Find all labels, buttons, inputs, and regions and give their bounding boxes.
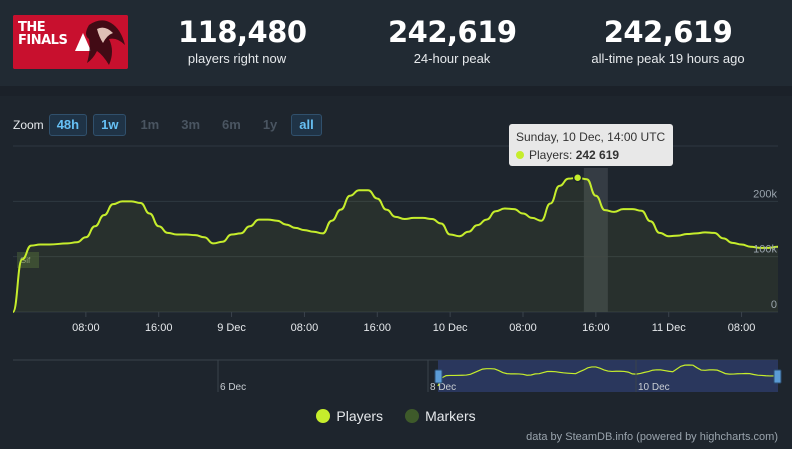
marker-flag-text: Gif [20,256,31,265]
navigator-handle-left[interactable] [434,369,443,384]
tooltip-series-dot [516,151,524,159]
players-chart[interactable]: Gif 08:00 16:00 9 Dec 08:00 16:00 10 Dec 08:00… [0,96,792,406]
x-tick-label: 08:00 [291,322,319,334]
tooltip-value-row: Players: 242 619 [516,147,666,163]
players-line[interactable] [12,176,779,313]
tooltip-date: Sunday, 10 Dec, 14:00 UTC [516,130,666,144]
navigator-selection[interactable] [438,360,778,392]
zoom-label: Zoom [13,118,44,132]
x-tick-label: 16:00 [145,322,173,334]
x-tick-label: 10 Dec [433,322,468,334]
zoom-button-1w[interactable]: 1w [93,114,127,136]
hover-point [572,173,583,183]
zoom-button-1y[interactable]: 1y [262,117,278,132]
zoom-controls: Zoom 48h 1w 1m 3m 6m 1y all [13,114,328,136]
navigator-handle-right[interactable] [773,369,782,384]
y-tick-label: 200k [753,188,777,200]
legend-players-dot [316,409,331,423]
chart-legend: Players Markers [0,408,792,424]
x-tick-label: 11 Dec [652,322,687,334]
legend-players-label: Players [336,408,384,424]
x-tick-label: 08:00 [728,322,756,334]
stat-current-label: players right now [187,51,287,66]
zoom-button-6m[interactable]: 6m [222,117,241,132]
players-area [13,177,778,312]
legend-item-markers[interactable]: Markers [405,408,476,424]
chart-tooltip: Sunday, 10 Dec, 14:00 UTC Players: 242 6… [509,124,673,166]
x-tick-label: 16:00 [582,322,610,334]
x-axis: 08:00 16:00 9 Dec 08:00 16:00 10 Dec 08:00 16:0… [72,312,755,334]
legend-item-players[interactable]: Players [316,408,383,424]
zoom-button-48h[interactable]: 48h [48,114,88,136]
stat-current-value: 118,480 [178,15,307,49]
y-tick-label: 0 [771,299,777,311]
zoom-button-1m[interactable]: 1m [140,117,160,132]
stat-current: 118,480 players right now [178,14,307,66]
x-tick-label: 9 Dec [217,322,246,334]
y-tick-label: 100k [753,244,777,256]
stat-24h-peak-value: 242,619 [388,15,517,49]
legend-markers-label: Markers [425,408,476,424]
y-axis: 0 100k 200k [753,188,777,311]
zoom-button-all[interactable]: all [291,114,322,136]
x-tick-label: 16:00 [364,322,392,334]
tooltip-value: 242 619 [575,148,620,162]
navigator-line [437,364,779,387]
x-tick-label: 08:00 [509,322,537,334]
x-tick-label: 08:00 [72,322,100,334]
stat-24h-peak: 242,619 24-hour peak [388,14,517,66]
navigator-label: 10 Dec [638,382,670,393]
stat-alltime-peak-label: all-time peak 19 hours ago [591,51,745,66]
credits-link[interactable]: data by SteamDB.info (powered by highcha… [526,431,778,443]
game-logo[interactable]: THE FINALS [13,15,128,69]
navigator-label: 8 Dec [430,382,456,393]
zoom-button-3m[interactable]: 3m [181,117,201,132]
hover-highlight-band [583,168,608,312]
stat-alltime-peak-value: 242,619 [603,15,733,49]
navigator-labels: 6 Dec 8 Dec 10 Dec [217,360,670,393]
tooltip-series-name: Players [529,148,570,162]
logo-text: THE FINALS [18,20,68,48]
marker-flag[interactable]: Gif [17,252,39,268]
stats-header: THE FINALS 118,480 players right now 242… [0,0,792,86]
stat-24h-peak-label: 24-hour peak [413,51,491,66]
stat-alltime-peak: 242,619 all-time peak 19 hours ago [588,14,748,66]
navigator-label: 6 Dec [220,382,246,393]
navigator[interactable]: 6 Dec 8 Dec 10 Dec [13,359,782,393]
legend-markers-dot [405,409,420,423]
logo-art [13,15,128,69]
